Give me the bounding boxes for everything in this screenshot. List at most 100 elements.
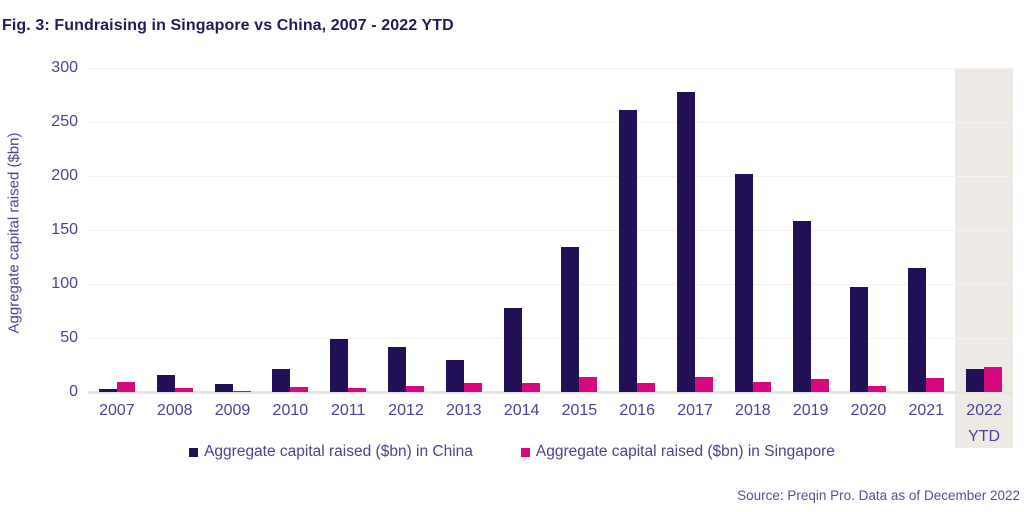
bar-pair [619, 110, 656, 392]
gridline-250 [88, 122, 1013, 123]
x-tick-2015: 2015 [551, 398, 609, 450]
x-tick-line: 2011 [330, 402, 366, 419]
x-tick-line: 2007 [99, 402, 135, 419]
bar-group-2017 [666, 68, 724, 392]
bar [116, 382, 135, 392]
x-tick-line: 2009 [214, 402, 251, 419]
bar-pair [734, 174, 771, 392]
bar-group-2010 [261, 68, 319, 392]
legend-item: Aggregate capital raised ($bn) in China [189, 443, 473, 461]
legend-swatch-icon [189, 447, 199, 457]
bar [232, 391, 251, 392]
bar-group-2011 [319, 68, 377, 392]
legend-swatch-icon [520, 447, 530, 457]
legend: Aggregate capital raised ($bn) in China A… [0, 443, 1024, 461]
bar-pair [98, 382, 135, 392]
bar [752, 382, 771, 392]
bar [290, 387, 309, 392]
x-tick-line: 2013 [445, 402, 482, 419]
bar [387, 347, 406, 392]
y-tick-250: 250 [51, 113, 78, 130]
bar-pair [966, 367, 1003, 392]
x-tick-2011: 2011 [319, 398, 377, 450]
bar-pair [272, 369, 309, 392]
x-tick-2022-ytd: 2022 YTD [955, 398, 1013, 450]
legend-label: Aggregate capital raised ($bn) in China [204, 443, 473, 460]
bar [174, 388, 193, 392]
bar [503, 308, 522, 392]
bar-pair [908, 268, 945, 392]
x-tick-line: 2019 [792, 402, 829, 419]
bar-pair [503, 308, 540, 392]
x-tick-2010: 2010 [261, 398, 319, 450]
bar-series-region [88, 68, 1013, 392]
bar-group-2016 [608, 68, 666, 392]
bar [330, 339, 349, 392]
bar-pair [561, 247, 598, 392]
bar-group-2008 [146, 68, 204, 392]
bar [734, 174, 753, 392]
bar [272, 369, 291, 392]
x-tick-2013: 2013 [435, 398, 493, 450]
bar [792, 221, 811, 392]
x-axis-tick-labels: 2007 2008 2009 2010 2011 2012 2013 2014 2015 2016… [88, 398, 1013, 450]
x-tick-2016: 2016 [608, 398, 666, 450]
x-tick-2012: 2012 [377, 398, 435, 450]
bar-group-2014 [493, 68, 551, 392]
gridline-0 [88, 391, 1013, 394]
x-tick-2009: 2009 [204, 398, 262, 450]
x-tick-2017: 2017 [666, 398, 724, 450]
bar-pair [445, 360, 482, 392]
x-tick-line: 2012 [388, 402, 424, 419]
bar [445, 360, 464, 392]
bar-group-2020 [840, 68, 898, 392]
gridline-300 [88, 68, 1013, 69]
bar-group-2013 [435, 68, 493, 392]
legend-label: Aggregate capital raised ($bn) in Singap… [535, 443, 835, 460]
bar-pair [677, 92, 714, 392]
bar [521, 383, 540, 392]
bar-pair [156, 375, 193, 392]
x-tick-line: YTD [968, 428, 1001, 445]
figure-title: Fig. 3: Fundraising in Singapore vs Chin… [2, 17, 454, 34]
x-tick-2014: 2014 [493, 398, 551, 450]
bar [966, 369, 985, 392]
bar-pair [850, 287, 887, 392]
y-tick-150: 150 [51, 221, 78, 238]
bar [214, 384, 233, 392]
source-note: Source: Preqin Pro. Data as of December … [737, 488, 1020, 503]
bar-pair [792, 221, 829, 392]
x-tick-2019: 2019 [782, 398, 840, 450]
x-tick-line: 2008 [156, 402, 193, 419]
gridline-150 [88, 230, 1013, 231]
x-tick-2021: 2021 [897, 398, 955, 450]
bar [868, 386, 887, 392]
y-tick-0: 0 [69, 383, 78, 400]
bar [561, 247, 580, 392]
bar-group-2018 [724, 68, 782, 392]
gridline-100 [88, 284, 1013, 285]
bar-group-2015 [551, 68, 609, 392]
bar [405, 386, 424, 392]
y-tick-300: 300 [51, 59, 78, 76]
bar [98, 389, 117, 392]
bar [695, 377, 714, 392]
bar [908, 268, 927, 392]
y-tick-50: 50 [60, 329, 78, 346]
x-tick-2018: 2018 [724, 398, 782, 450]
x-tick-line: 2010 [272, 402, 309, 419]
bar [677, 92, 696, 392]
x-tick-line: 2014 [503, 402, 540, 419]
legend-item: Aggregate capital raised ($bn) in Singap… [520, 443, 835, 461]
x-tick-line: 2021 [908, 402, 945, 419]
y-tick-200: 200 [51, 167, 78, 184]
bar [156, 375, 175, 392]
bar [637, 383, 656, 392]
bar-group-2021 [897, 68, 955, 392]
plot-area [88, 68, 1013, 394]
bar-group-2012 [377, 68, 435, 392]
bar-pair [387, 347, 424, 392]
bar [463, 383, 482, 392]
x-tick-2008: 2008 [146, 398, 204, 450]
